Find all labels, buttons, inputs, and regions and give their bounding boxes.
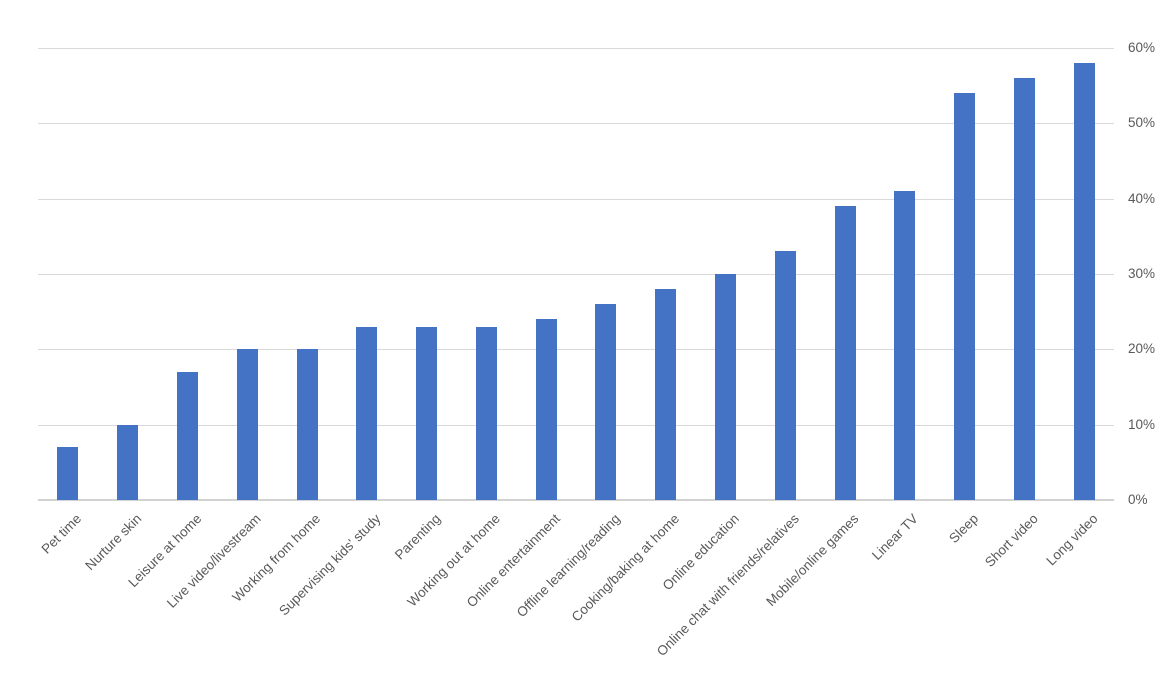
x-axis-category-label: Nurture skin xyxy=(82,511,145,574)
bar xyxy=(894,191,916,500)
y-axis-tick-label: 60% xyxy=(1128,40,1156,55)
bar xyxy=(1013,78,1035,500)
y-axis-tick-label: 30% xyxy=(1128,266,1156,281)
bar xyxy=(655,289,677,500)
x-axis-category-label: Long video xyxy=(1043,511,1101,569)
bar xyxy=(774,251,796,500)
x-axis-category-label: Sleep xyxy=(946,511,982,547)
bar xyxy=(595,304,617,500)
x-axis-category-label: Cooking/baking at home xyxy=(568,511,683,625)
y-axis-tick-label: 40% xyxy=(1128,190,1156,206)
gridline xyxy=(38,274,1114,275)
bar xyxy=(1073,63,1095,500)
bar xyxy=(57,447,79,500)
bar xyxy=(834,206,856,500)
x-axis-category-label: Parenting xyxy=(391,511,444,563)
bar xyxy=(117,424,139,500)
bar xyxy=(296,349,318,500)
y-axis-tick-label: 0% xyxy=(1128,492,1148,507)
bar xyxy=(954,93,976,500)
bar xyxy=(236,349,258,500)
y-axis-tick-label: 20% xyxy=(1128,341,1156,357)
bar xyxy=(356,326,378,500)
y-axis-tick-label: 50% xyxy=(1128,115,1156,131)
x-axis-category-label: Short video xyxy=(982,511,1041,570)
gridline xyxy=(38,349,1114,351)
y-axis-tick-label: 10% xyxy=(1128,416,1156,432)
bar xyxy=(176,371,198,500)
bar xyxy=(714,274,736,500)
bar xyxy=(416,326,438,500)
x-axis-category-label: Supervising kids' study xyxy=(275,511,384,619)
gridline xyxy=(38,198,1114,200)
x-axis-category-label: Offline learning/reading xyxy=(513,511,623,621)
gridline xyxy=(38,48,1114,49)
x-axis-category-label: Linear TV xyxy=(869,511,922,563)
bar xyxy=(475,326,497,500)
x-axis-category-label: Pet time xyxy=(38,511,85,557)
bar xyxy=(535,319,557,500)
gridline xyxy=(38,424,1114,426)
x-axis-line xyxy=(38,499,1114,501)
gridline xyxy=(38,123,1114,125)
